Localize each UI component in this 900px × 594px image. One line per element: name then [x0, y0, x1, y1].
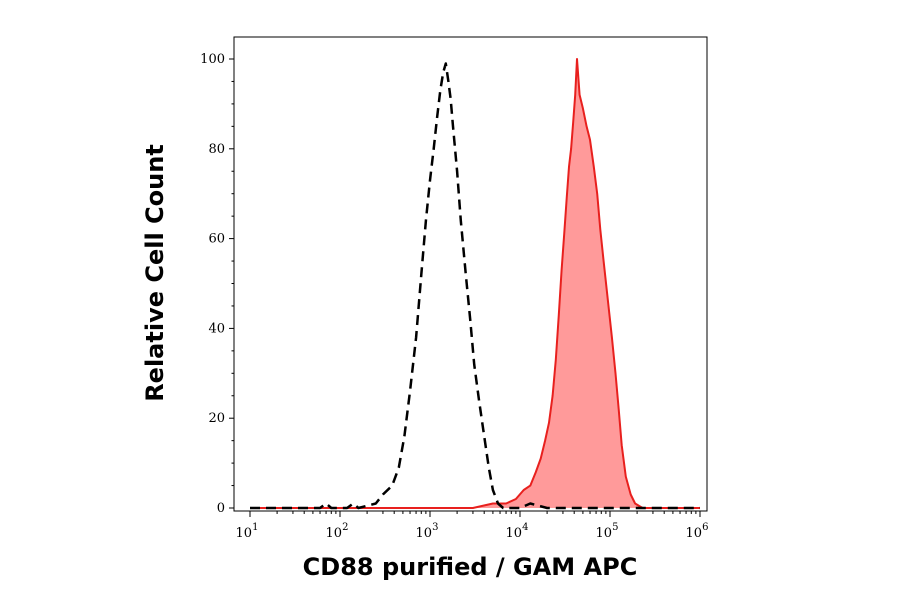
series-1-line [250, 58, 700, 509]
series-layer [250, 58, 700, 510]
y-tick-label: 100 [200, 52, 225, 67]
x-tick-label: 101 [236, 522, 259, 541]
x-tick-label: 106 [686, 522, 709, 541]
x-tick-label: 104 [506, 522, 529, 541]
y-tick-label: 0 [217, 501, 225, 516]
series-0-line [250, 62, 700, 510]
y-tick-label: 40 [208, 321, 225, 336]
x-axis-title: CD88 purified / GAM APC [303, 553, 638, 581]
y-tick-label: 60 [208, 232, 225, 247]
x-tick-label: 105 [596, 522, 619, 541]
y-tick-label: 20 [208, 411, 225, 426]
x-tick-label: 102 [326, 522, 349, 541]
y-axis-title: Relative Cell Count [141, 144, 169, 402]
plot-frame [233, 36, 708, 512]
y-tick-label: 80 [208, 142, 225, 157]
series-1-area [250, 59, 700, 508]
x-tick-label: 103 [416, 522, 439, 541]
axis-layer: 0 20 40 60 80 100 101 102 103 104 105 106 [200, 52, 708, 541]
